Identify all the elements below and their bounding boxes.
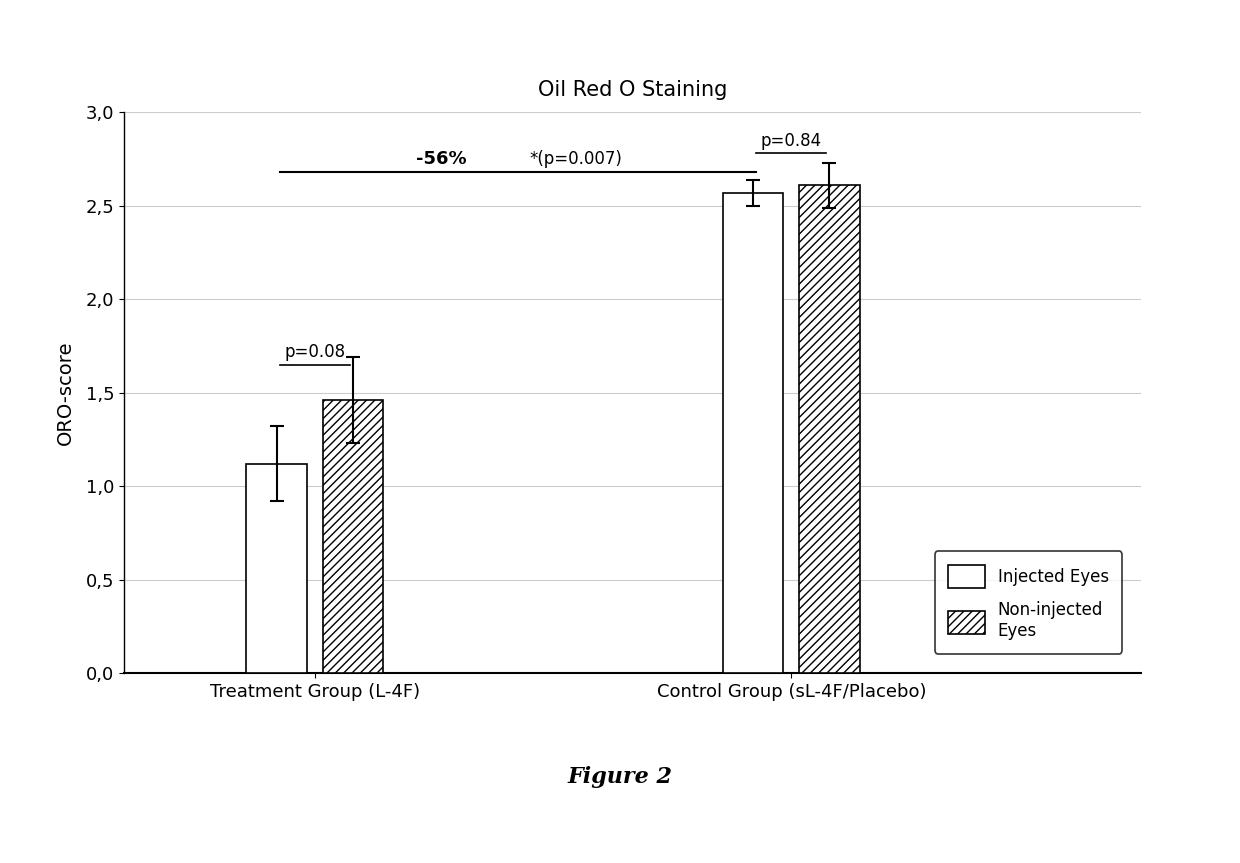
Bar [800,186,859,673]
Text: p=0.84: p=0.84 [760,131,822,149]
Bar [247,463,306,673]
Y-axis label: ORO-score: ORO-score [56,340,74,445]
Legend: Injected Eyes, Non-injected
Eyes: Injected Eyes, Non-injected Eyes [935,551,1122,653]
Text: *(p=0.007): *(p=0.007) [529,150,622,168]
Bar [322,400,383,673]
Text: -56%: -56% [417,150,467,168]
Title: Oil Red O Staining: Oil Red O Staining [538,79,727,99]
Text: p=0.08: p=0.08 [284,343,345,361]
Text: Figure 2: Figure 2 [568,765,672,788]
Bar [723,192,784,673]
